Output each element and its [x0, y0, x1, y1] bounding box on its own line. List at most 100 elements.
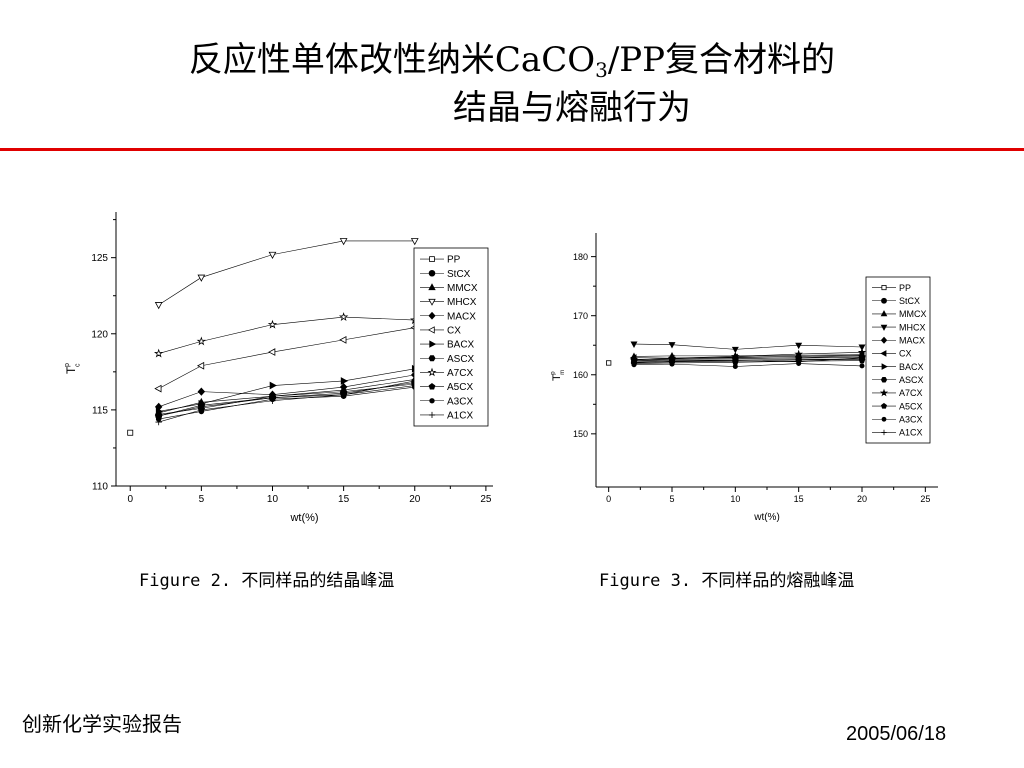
title-part-tail: /PP复合材料的	[607, 40, 836, 80]
footer-date: 2005/06/18	[846, 723, 947, 745]
figure3-text: 不同样品的熔融峰温	[701, 571, 855, 591]
chart1-point-a7cx	[153, 348, 164, 358]
chart2-legend-marker-a7cx	[879, 388, 889, 397]
chart2-x-tick-label: 5	[669, 494, 674, 504]
chart2-legend-label-stcx: StCX	[899, 296, 920, 306]
chart1-legend-box	[413, 247, 489, 427]
chart2-y-tick-label: 180	[573, 252, 588, 262]
melting-peak-chart: 0 5 10 15 20 25 150 160 170 180 wt(%) Tmp PP StCX MMCX…	[551, 233, 938, 523]
crystallization-peak-chart: 0 5 10 15 20 25 110 115 120 125 wt(%) Tcp PP StCX MMCX…	[64, 212, 493, 524]
chart2-legend-marker-a5cx	[880, 402, 888, 409]
chart1-point-a1cx	[198, 406, 205, 414]
chart2-legend-label-cx: CX	[899, 349, 912, 359]
chart2-legend-marker-bacx	[881, 363, 888, 370]
chart1-point-a1cx	[340, 391, 347, 398]
chart1-legend-marker-a3cx	[429, 398, 435, 404]
chart1-point-mhcx	[197, 274, 206, 282]
chart1-point-a1cx	[269, 397, 276, 404]
chart1-point-cx	[154, 384, 162, 393]
figure2-caption: Figure 2. 不同样品的结晶峰温	[139, 566, 394, 591]
chart2-legend-label-mmcx: MMCX	[899, 309, 927, 319]
chart1-legend-marker-macx	[428, 311, 436, 320]
chart2-point-a1cx	[795, 358, 802, 365]
chart1-series-line-a7cx	[158, 316, 415, 354]
chart1-y-tick-label: 110	[92, 482, 108, 493]
chart1-point-mhcx	[410, 238, 419, 246]
chart1-y-label-sub: c	[75, 363, 82, 367]
chart2-y-axis-label: Tmp	[551, 370, 566, 381]
chart1-legend-label-a5cx: A5CX	[447, 382, 473, 393]
chart1-legend-marker-ascx	[428, 355, 436, 362]
chart2-point-mhcx	[795, 342, 803, 350]
chart2-series-a1cx	[631, 354, 865, 366]
title-divider	[0, 148, 1024, 151]
chart1-point-a7cx	[338, 312, 349, 322]
chart1-legend-marker-cx	[427, 326, 435, 334]
chart1-series-line-mhcx	[158, 240, 415, 306]
chart1-legend-label-a3cx: A3CX	[447, 396, 473, 407]
chart2-legend-label-a1cx: A1CX	[899, 428, 923, 438]
chart2-point-a7cx	[857, 347, 867, 356]
figure2-text: 不同样品的结晶峰温	[241, 571, 395, 591]
chart1-legend-marker-a7cx	[427, 367, 437, 377]
chart2-legend-marker-ascx	[880, 377, 888, 383]
chart1-x-tick-label: 15	[338, 494, 350, 505]
chart1-x-tick-label: 0	[127, 494, 133, 505]
chart1-y-label-sup: p	[64, 363, 71, 367]
chart2-point-mhcx	[731, 346, 739, 354]
chart2-legend-label-a5cx: A5CX	[899, 401, 923, 411]
chart1-series-macx	[154, 370, 419, 411]
chart2-legend-label-macx: MACX	[899, 335, 925, 345]
chart1-series-cx	[154, 323, 418, 393]
chart2-legend-marker-mhcx	[880, 324, 888, 331]
chart1-series-a7cx	[153, 312, 420, 358]
chart2-point-a7cx	[794, 349, 803, 358]
figure2-label: Figure 2.	[139, 571, 232, 591]
chart1-point-cx	[268, 348, 276, 356]
slide-title-line2: 结晶与熔融行为	[453, 88, 691, 128]
chart2-point-pp	[606, 360, 612, 366]
chart2-point-a1cx	[669, 358, 675, 364]
chart1-point-cx	[339, 335, 347, 344]
chart1-legend-label-mmcx: MMCX	[447, 283, 478, 294]
chart2-x-tick-label: 25	[920, 494, 930, 504]
chart2-series-line-mhcx	[633, 343, 863, 350]
title-part-main: 反应性单体改性纳米CaCO	[188, 40, 596, 80]
chart1-legend-label-macx: MACX	[447, 311, 476, 322]
chart1-series-stcx	[155, 379, 419, 420]
chart2-point-a7cx	[731, 351, 740, 361]
chart2-legend-label-a3cx: A3CX	[899, 414, 923, 424]
chart2-point-a1cx	[732, 357, 739, 364]
chart1-point-bacx	[269, 381, 277, 390]
chart1-series-line-bacx	[158, 368, 415, 412]
chart1-y-tick-label: 120	[91, 329, 108, 340]
chart2-y-tick-label: 150	[573, 429, 588, 439]
chart1-point-mhcx	[268, 251, 277, 259]
chart1-y-label-main: T	[64, 366, 78, 374]
chart1-legend-label-ascx: ASCX	[447, 354, 475, 365]
chart2-x-tick-label: 0	[606, 494, 611, 504]
chart2-point-a3cx	[859, 363, 865, 369]
chart1-legend-label-cx: CX	[447, 326, 461, 337]
chart1-legend: PP StCX MMCX MHCX MACX CX BACX ASCX A7CX A5CX A3CX…	[413, 247, 489, 427]
chart1-legend-label-pp: PP	[447, 255, 461, 266]
chart1-point-mhcx	[154, 302, 163, 310]
chart2-y-tick-label: 170	[573, 311, 588, 321]
chart2-point-mhcx	[630, 341, 638, 348]
chart2-legend-label-a7cx: A7CX	[899, 388, 923, 398]
chart2-legend-label-bacx: BACX	[899, 362, 924, 372]
footer-report-name: 创新化学实验报告	[22, 712, 182, 736]
chart2-x-tick-label: 15	[794, 494, 804, 504]
chart2-legend-marker-stcx	[881, 297, 887, 304]
chart1-legend-marker-mhcx	[428, 298, 436, 306]
chart1-x-tick-label: 25	[480, 494, 492, 505]
chart1-series-line-a1cx	[158, 385, 415, 423]
chart1-legend-label-mhcx: MHCX	[447, 297, 477, 308]
chart1-y-tick-label: 115	[92, 405, 108, 416]
chart2-legend-box	[865, 276, 931, 444]
chart2-point-a1cx	[859, 354, 865, 361]
chart2-y-tick-label: 160	[573, 370, 588, 380]
chart1-legend-marker-mmcx	[428, 283, 436, 291]
chart1-series-mhcx	[154, 238, 419, 310]
chart1-legend-marker-a5cx	[428, 383, 436, 390]
